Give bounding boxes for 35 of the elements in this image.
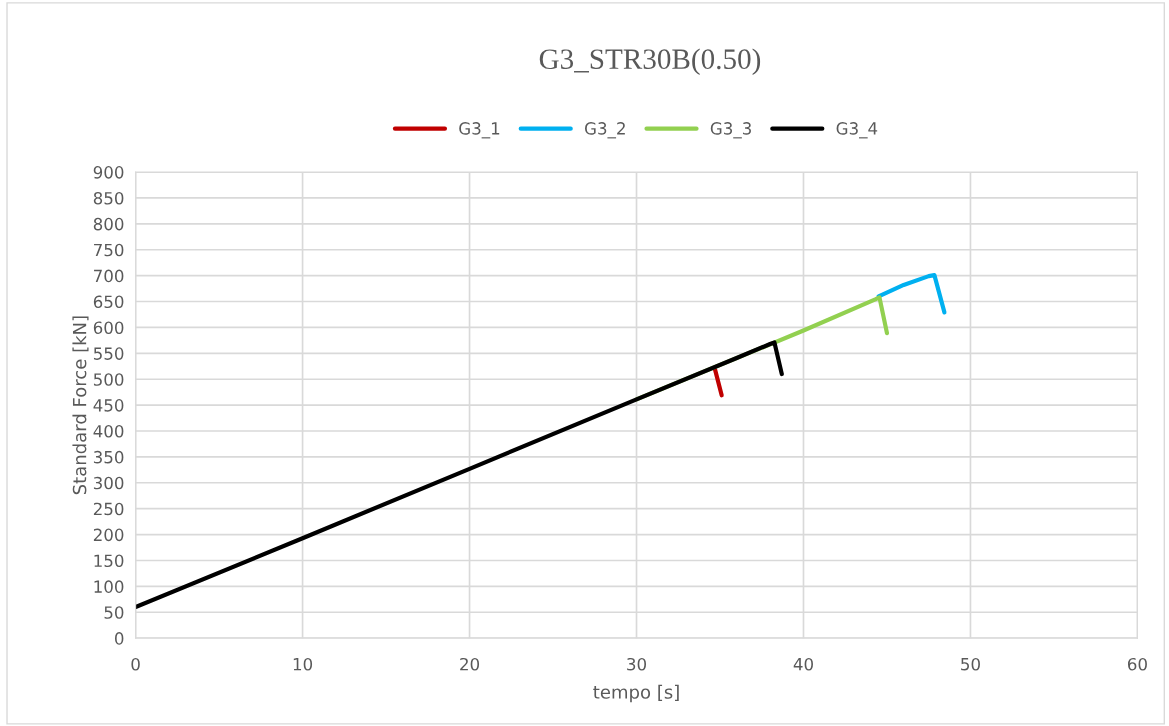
x-tick-label: 0 <box>131 657 140 671</box>
x-tick-label: 50 <box>961 657 980 671</box>
y-tick-label: 600 <box>93 321 124 334</box>
y-tick-label: 500 <box>93 373 124 386</box>
x-tick-label: 20 <box>460 657 480 671</box>
y-tick-label: 150 <box>94 554 124 568</box>
y-tick-label: 750 <box>94 243 124 257</box>
y-tick-label: 850 <box>93 191 124 205</box>
y-tick-label: 200 <box>93 528 124 542</box>
line-series <box>876 273 947 315</box>
y-axis-title: Standard Force [kN] <box>72 316 89 495</box>
x-axis-title: tempo [s] <box>593 684 679 703</box>
x-tick-label: 10 <box>293 657 313 671</box>
y-tick-label: 100 <box>94 580 124 593</box>
legend-label: G3_3 <box>710 122 751 139</box>
y-tick-label: 900 <box>93 166 124 179</box>
y-tick-label: 250 <box>93 502 124 516</box>
y-tick-label: 400 <box>93 424 124 438</box>
y-tick-label: 650 <box>93 295 124 309</box>
legend-label: G3_2 <box>585 122 625 139</box>
chart-title: G3_STR30B(0.50) <box>539 48 761 75</box>
x-tick-label: 30 <box>627 657 647 671</box>
y-tick-label: 300 <box>93 476 124 490</box>
y-tick-label: 700 <box>94 269 124 283</box>
legend-label: G3_4 <box>836 122 878 139</box>
y-tick-label: 550 <box>93 347 124 360</box>
x-tick-label: 40 <box>793 657 813 671</box>
y-tick-label: 450 <box>93 399 124 412</box>
y-tick-label: 50 <box>104 606 124 619</box>
y-tick-label: 0 <box>114 632 124 645</box>
x-tick-label: 60 <box>1128 657 1147 671</box>
y-tick-label: 800 <box>93 217 124 231</box>
legend-label: G3_1 <box>459 122 500 139</box>
line-series <box>135 340 784 610</box>
y-tick-label: 350 <box>93 450 124 464</box>
